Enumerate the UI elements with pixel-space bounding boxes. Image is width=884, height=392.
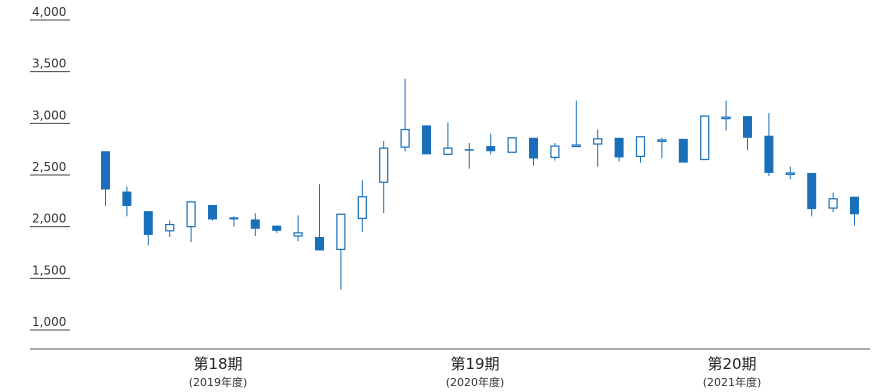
x-axis-labels: 第18期 (2019年度) 第19期 (2020年度) 第20期 (2021年度… [189, 355, 762, 389]
y-tick-label: 4,000 [32, 5, 66, 19]
y-tick-label: 1,500 [32, 263, 66, 277]
candle-body [272, 225, 282, 231]
candle-body [122, 191, 132, 206]
candle-body [186, 201, 196, 228]
candle-body [379, 147, 389, 183]
y-axis: 4,000 3,500 3,000 2,500 2,000 1,500 1,000 [30, 5, 70, 331]
candle-body [165, 224, 175, 232]
candle-body [764, 135, 774, 173]
candle-body [828, 198, 838, 209]
candle-body [208, 204, 217, 220]
y-tick-label: 1,000 [32, 315, 66, 329]
candle-body [250, 219, 260, 229]
candle-body [635, 136, 646, 157]
candles [101, 78, 859, 290]
candle-body [357, 196, 367, 219]
year-label: (2019年度) [189, 375, 248, 389]
period-label: 第20期 [707, 355, 756, 373]
candle-body [464, 149, 474, 151]
candle-body [700, 115, 710, 161]
year-label: (2020年度) [446, 375, 505, 389]
candle-body [743, 116, 752, 138]
candle-body [400, 128, 410, 148]
candle-body [293, 232, 303, 237]
candle-body [721, 116, 731, 120]
candle-body [443, 147, 453, 155]
candle-body [678, 138, 688, 163]
candle-body [785, 172, 795, 176]
candle-body [336, 213, 346, 250]
candle-body [229, 217, 239, 220]
candle-body [593, 138, 603, 145]
candle-body [850, 196, 859, 215]
period-label: 第19期 [450, 355, 499, 373]
candle-body [101, 151, 110, 190]
y-tick-label: 2,000 [32, 212, 66, 226]
y-tick-label: 3,500 [32, 57, 66, 71]
candle-body [807, 172, 817, 210]
candle-body [507, 137, 517, 153]
candle-body [571, 144, 581, 148]
y-tick-label: 3,000 [32, 108, 66, 122]
candle-body [614, 137, 624, 158]
candle-body [550, 145, 560, 159]
candle-body [657, 139, 667, 142]
candle-body [143, 211, 153, 235]
candle-body [315, 237, 324, 251]
year-label: (2021年度) [703, 375, 762, 389]
candle-body [422, 125, 431, 155]
candle-body [486, 146, 496, 152]
candle-body [529, 137, 538, 159]
period-label: 第18期 [193, 355, 242, 373]
y-tick-label: 2,500 [32, 160, 66, 174]
